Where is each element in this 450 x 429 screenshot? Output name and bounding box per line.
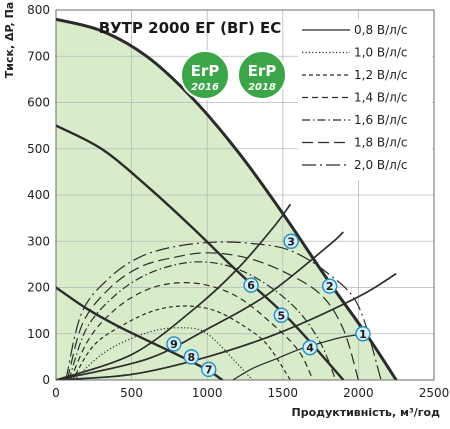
x-tick-label: 1000	[192, 386, 223, 400]
operating-point-marker	[201, 361, 217, 378]
x-tick-label: 1500	[268, 386, 299, 400]
series-line	[66, 252, 359, 380]
fan-curve	[56, 17, 398, 380]
marker-label: 9	[170, 338, 178, 351]
y-tick-label: 500	[27, 142, 50, 156]
legend-box	[298, 19, 432, 180]
series-line	[69, 281, 314, 380]
x-tick-label: 2000	[343, 386, 374, 400]
operating-point-marker	[273, 307, 289, 323]
legend-label: 1,0 В/л/с	[354, 46, 407, 60]
operating-point-marker	[166, 336, 182, 352]
legend-label: 1,4 В/л/с	[354, 91, 407, 105]
x-axis-title: Продуктивність, м³/год	[292, 406, 441, 419]
marker-label: 8	[187, 351, 195, 364]
x-tick-label: 0	[52, 386, 60, 400]
legend-label: 2,0 В/л/с	[354, 158, 407, 172]
legend-label: 1,8 В/л/с	[354, 136, 407, 150]
legend-label: 1,2 В/л/с	[354, 68, 407, 82]
marker-label: 6	[247, 279, 255, 292]
plot-frame	[55, 9, 435, 381]
operating-point-marker	[355, 326, 371, 342]
series-line	[68, 261, 337, 380]
y-tick-label: 600	[27, 96, 50, 110]
y-tick-label: 800	[27, 3, 50, 17]
system-line	[56, 203, 292, 380]
legend-label: 1,6 В/л/с	[354, 113, 407, 127]
series-line	[73, 327, 254, 380]
y-tick-label: 300	[27, 234, 50, 248]
marker-label: 7	[205, 363, 213, 376]
erp-badge	[237, 50, 287, 100]
erp-badge-label: ErP	[248, 62, 277, 80]
x-tick-label: 500	[120, 386, 143, 400]
system-line	[56, 231, 344, 380]
marker-label: 5	[277, 309, 285, 322]
y-tick-label: 700	[27, 49, 50, 63]
erp-badge-label: ErP	[191, 62, 220, 80]
marker-label: 2	[326, 280, 334, 293]
legend-label: 0,8 В/л/с	[354, 23, 407, 37]
erp-badge-year: 2018	[248, 82, 276, 93]
erp-badge-year: 2016	[191, 82, 219, 93]
marker-label: 4	[306, 342, 314, 355]
chart-title: ВУТР 2000 ЕГ (ВГ) ЕС	[99, 19, 282, 37]
y-axis-title: Тиск, ΔP, Па	[3, 2, 16, 78]
y-tick-label: 200	[27, 281, 50, 295]
x-tick-label: 2500	[419, 386, 450, 400]
operating-point-marker	[321, 278, 338, 294]
operating-point-marker	[283, 233, 299, 249]
operating-point-marker	[243, 277, 259, 293]
operating-area	[56, 19, 397, 380]
y-tick-label: 100	[27, 327, 50, 341]
system-line	[56, 272, 397, 380]
erp-badge	[180, 50, 230, 100]
marker-label: 1	[359, 328, 367, 341]
y-tick-label: 0	[42, 373, 50, 387]
operating-point-marker	[183, 349, 200, 365]
series-line	[65, 241, 382, 380]
series-line	[232, 333, 367, 380]
marker-label: 3	[287, 235, 295, 248]
y-tick-label: 400	[27, 188, 50, 202]
operating-point-marker	[302, 339, 318, 356]
